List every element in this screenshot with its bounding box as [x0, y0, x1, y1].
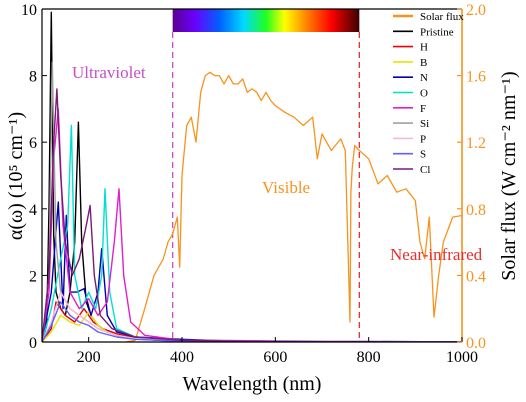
legend-label: O: [420, 88, 428, 100]
y-left-tick-label: 2: [29, 268, 37, 285]
legend-label: B: [420, 57, 427, 69]
y-right-tick-label: 1.2: [466, 135, 486, 152]
series-line-o: [42, 124, 462, 342]
y-left-tick-label: 0: [29, 335, 37, 352]
series-line-f: [42, 108, 462, 342]
x-tick-label: 600: [263, 349, 287, 366]
x-tick-label: 800: [357, 349, 381, 366]
y-axis-title-left: α(ω) (10⁵ cm⁻¹): [5, 112, 27, 240]
ticks-layer: 200 400 600 800 1000 0 2 4 6 8 10 0.0 0.4 0.8 1.2 1.6 2.…: [21, 2, 486, 366]
legend-label: H: [420, 42, 428, 54]
legend-label: N: [420, 72, 428, 84]
axes-frame: [41, 8, 463, 343]
y-left-tick-label: 6: [29, 135, 37, 152]
series-line-s: [42, 301, 462, 342]
visible-label: Visible: [262, 178, 310, 197]
near-infrared-label: Near-infrared: [390, 245, 483, 264]
legend-label: F: [420, 103, 426, 115]
y-right-tick-label: 1.6: [466, 69, 486, 86]
y-left-tick-label: 4: [29, 202, 37, 219]
y-axis-title-right: Solar flux (W cm⁻² nm⁻¹): [498, 71, 520, 280]
legend-label: S: [420, 149, 426, 161]
x-tick-label: 400: [170, 349, 194, 366]
legend-label: P: [420, 133, 426, 145]
x-tick-label: 1000: [446, 349, 478, 366]
ultraviolet-label: Ultraviolet: [72, 63, 146, 82]
x-tick-label: 200: [77, 349, 101, 366]
series-layer: [42, 11, 462, 342]
y-right-tick-label: 2.0: [466, 2, 486, 19]
y-left-tick-label: 10: [21, 2, 37, 19]
legend-label: Solar flux: [420, 11, 464, 23]
y-right-tick-label: 0.0: [466, 335, 486, 352]
y-right-tick-label: 0.4: [466, 268, 486, 285]
series-line-h: [42, 301, 462, 342]
series-line-b: [42, 311, 462, 342]
series-line-cl: [42, 88, 462, 342]
legend-label: Cl: [420, 164, 430, 176]
x-axis-title: Wavelength (nm): [183, 373, 322, 395]
series-line-solar-flux: [125, 71, 462, 342]
legend-label: Si: [420, 118, 429, 130]
visible-spectrum-bar: [172, 9, 360, 32]
y-right-tick-label: 0.8: [466, 202, 486, 219]
y-left-tick-label: 8: [29, 69, 37, 86]
legend-label: Pristine: [420, 26, 454, 38]
